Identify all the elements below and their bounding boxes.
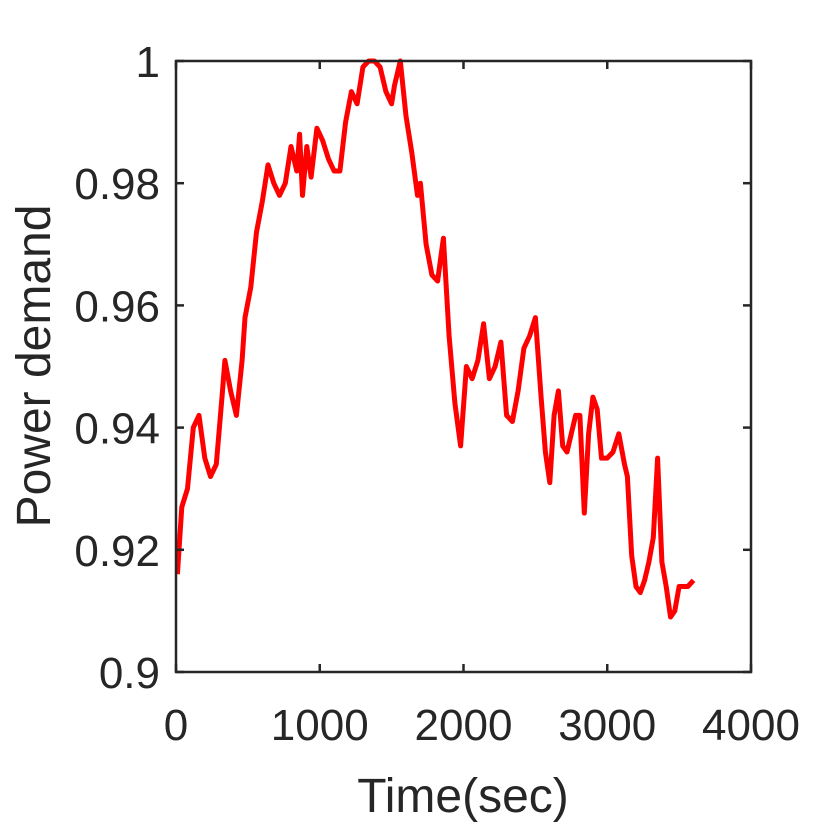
x-tick-label: 0 <box>164 701 188 750</box>
y-tick-label: 0.96 <box>74 282 160 331</box>
y-tick-label: 0.9 <box>99 649 160 698</box>
y-tick-label: 0.98 <box>74 160 160 209</box>
y-tick-label: 1 <box>136 38 160 87</box>
x-tick-label: 2000 <box>415 701 513 750</box>
x-tick-label: 1000 <box>271 701 369 750</box>
x-axis-label: Time(sec) <box>357 770 569 823</box>
x-tick-label: 3000 <box>558 701 656 750</box>
y-tick-label: 0.94 <box>74 405 160 454</box>
y-tick-label: 0.92 <box>74 527 160 576</box>
x-tick-label: 4000 <box>702 701 800 750</box>
power-demand-line <box>174 58 696 620</box>
axes: 0 1000 2000 3000 4000 0.9 0.92 0.94 0.96 0.98 1 <box>74 38 800 750</box>
plot-area <box>174 58 696 620</box>
y-axis-label: Power demand <box>8 205 61 528</box>
